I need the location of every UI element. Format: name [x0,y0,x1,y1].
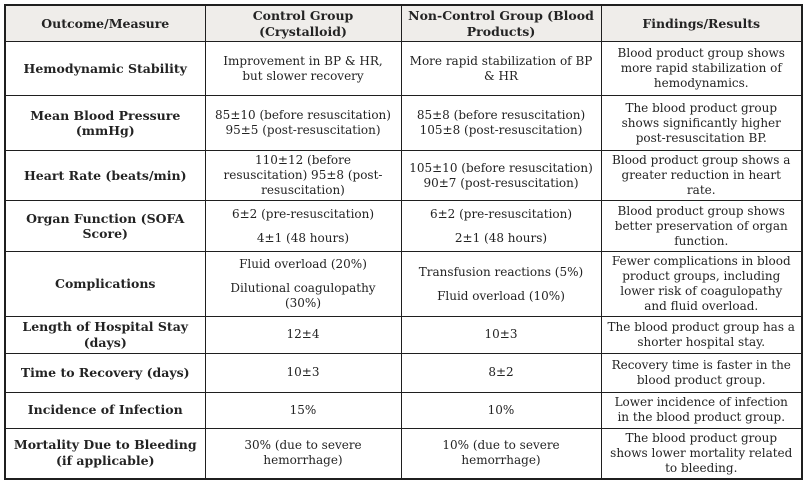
table-body: Hemodynamic Stability Improvement in BP … [4,41,803,479]
control-value-text: 4±1 (48 hours) [256,230,350,245]
control-value-text: 12±4 [286,327,320,342]
noncontrol-value-text: Transfusion reactions (5%) [418,264,584,279]
findings-text: The blood product group shows significan… [600,95,803,152]
measure-label: Organ Function (SOFA Score) [4,200,206,253]
noncontrol-value: 10% [400,391,602,429]
noncontrol-value-text: 6±2 (pre-resuscitation) [429,206,573,221]
noncontrol-value: 10±3 [400,316,602,354]
control-value-text: 15% [289,402,317,417]
findings-text: Blood product group shows better preserv… [600,200,803,253]
measure-label: Length of Hospital Stay (days) [4,316,206,354]
measure-label: Time to Recovery (days) [4,352,206,393]
table-row-complications: Complications Fluid overload (20%) Dilut… [4,251,803,318]
control-value: 10±3 [204,352,402,393]
control-value-text: Fluid overload (20%) [239,257,367,272]
outcomes-comparison-table: Outcome/Measure Control Group (Crystallo… [4,4,803,480]
noncontrol-value-text: 10% [487,402,515,417]
column-header-findings-results: Findings/Results [600,4,803,43]
table-row-heart-rate: Heart Rate (beats/min) 110±12 (before re… [4,150,803,202]
column-header-control-group: Control Group (Crystalloid) [204,4,402,43]
noncontrol-value-text: 8±2 [488,365,514,379]
findings-text: Fewer complications in blood product gro… [600,251,803,318]
noncontrol-value: Transfusion reactions (5%) Fluid overloa… [400,251,602,318]
table-row-incidence-of-infection: Incidence of Infection 15% 10% Lower inc… [4,391,803,429]
noncontrol-value: More rapid stabilization of BP & HR [400,41,602,97]
noncontrol-value-text: 85±8 (before resuscitation) 105±8 (post-… [416,108,586,138]
control-value-text: 30% (due to severe hemorrhage) [244,438,362,467]
measure-label: Incidence of Infection [4,391,206,429]
noncontrol-value-text: Fluid overload (10%) [437,288,565,303]
table-row-hemodynamic-stability: Hemodynamic Stability Improvement in BP … [4,41,803,97]
control-value: 12±4 [204,316,402,354]
measure-label: Mean Blood Pressure (mmHg) [4,95,206,152]
noncontrol-value-text: 2±1 (48 hours) [454,230,548,245]
table-row-mortality-due-to-bleeding: Mortality Due to Bleeding (if applicable… [4,427,803,479]
control-value-text: Dilutional coagulopathy (30%) [230,281,376,311]
noncontrol-value: 8±2 [400,352,602,393]
noncontrol-value: 85±8 (before resuscitation) 105±8 (post-… [400,95,602,152]
measure-label: Heart Rate (beats/min) [4,150,206,202]
findings-text: Blood product group shows more rapid sta… [600,41,803,97]
noncontrol-value-text: 105±10 (before resuscitation) 90±7 (post… [409,160,593,190]
findings-text: Recovery time is faster in the blood pro… [600,352,803,393]
control-value: 85±10 (before resuscitation) 95±5 (post-… [204,95,402,152]
control-value: 6±2 (pre-resuscitation) 4±1 (48 hours) [204,200,402,253]
column-header-non-control-group: Non-Control Group (Blood Products) [400,4,602,43]
control-value: 30% (due to severe hemorrhage) [204,427,402,479]
table-row-length-of-hospital-stay: Length of Hospital Stay (days) 12±4 10±3… [4,316,803,354]
control-value-text: 110±12 (before resuscitation) 95±8 (post… [223,153,383,198]
header-row: Outcome/Measure Control Group (Crystallo… [4,4,803,43]
control-value-text: 10±3 [286,365,320,379]
table-row-organ-function: Organ Function (SOFA Score) 6±2 (pre-res… [4,200,803,253]
column-header-outcome-measure: Outcome/Measure [4,4,206,43]
findings-text: Lower incidence of infection in the bloo… [600,391,803,429]
noncontrol-value: 6±2 (pre-resuscitation) 2±1 (48 hours) [400,200,602,253]
measure-label: Complications [4,251,206,318]
control-value-text: Improvement in BP & HR, but slower recov… [223,53,383,83]
table-row-time-to-recovery: Time to Recovery (days) 10±3 8±2 Recover… [4,352,803,393]
noncontrol-value-text: More rapid stabilization of BP & HR [409,53,593,83]
measure-label: Hemodynamic Stability [4,41,206,97]
control-value: 110±12 (before resuscitation) 95±8 (post… [204,150,402,202]
control-value-text: 6±2 (pre-resuscitation) [231,206,375,221]
control-value: Fluid overload (20%) Dilutional coagulop… [204,251,402,318]
findings-text: The blood product group shows lower mort… [600,427,803,479]
noncontrol-value-text: 10±3 [484,327,518,342]
findings-text: The blood product group has a shorter ho… [600,316,803,354]
control-value: Improvement in BP & HR, but slower recov… [204,41,402,97]
noncontrol-value: 105±10 (before resuscitation) 90±7 (post… [400,150,602,202]
noncontrol-value-text: 10% (due to severe hemorrhage) [442,438,560,467]
findings-text: Blood product group shows a greater redu… [600,150,803,202]
noncontrol-value: 10% (due to severe hemorrhage) [400,427,602,479]
table-header: Outcome/Measure Control Group (Crystallo… [4,4,803,43]
control-value-text: 85±10 (before resuscitation) 95±5 (post-… [215,108,391,138]
table-row-mean-blood-pressure: Mean Blood Pressure (mmHg) 85±10 (before… [4,95,803,152]
measure-label: Mortality Due to Bleeding (if applicable… [4,427,206,479]
control-value: 15% [204,391,402,429]
